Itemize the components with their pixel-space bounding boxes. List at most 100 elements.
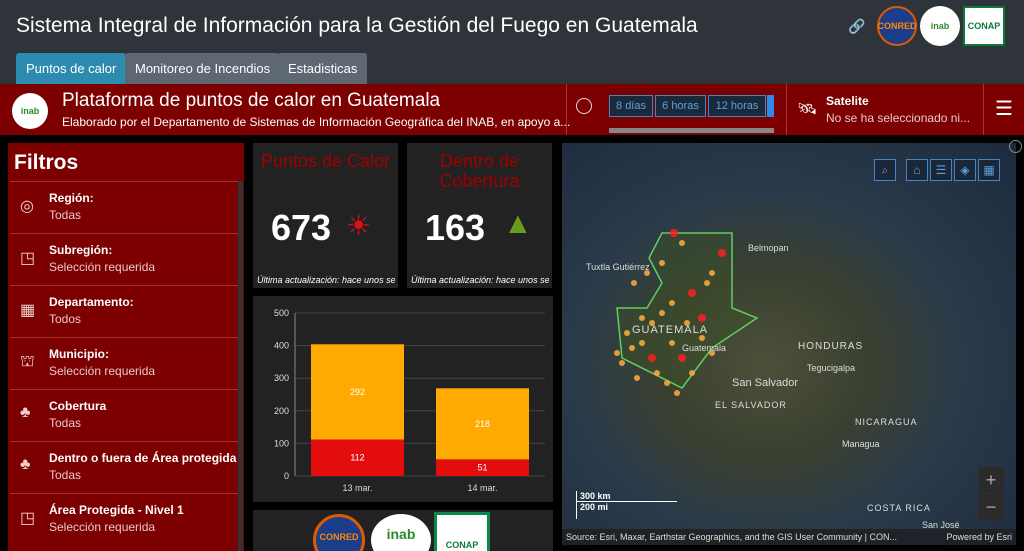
hotspot-point[interactable] [634,375,640,381]
hotspot-point[interactable] [718,249,726,257]
filter-value[interactable]: Todas [49,208,82,222]
hotspot-point[interactable] [659,310,665,316]
tab-puntos-de-calor[interactable]: Puntos de calor [16,53,127,84]
bar-segment[interactable] [311,344,404,440]
y-tick-label: 500 [274,308,289,318]
hotspot-point[interactable] [631,280,637,286]
globe-icon: ◎ [20,198,34,215]
hotspot-point[interactable] [674,390,680,396]
hotspot-point[interactable] [669,340,675,346]
map-label: Managua [842,439,880,449]
hotspot-point[interactable] [689,370,695,376]
tab-monitoreo[interactable]: Monitoreo de Incendios [125,53,281,84]
hotspot-point[interactable] [659,260,665,266]
hotspot-point[interactable] [654,370,660,376]
filter-value[interactable]: Selección requerida [49,520,156,534]
hotspot-point[interactable] [644,270,650,276]
legend-icon[interactable]: ☰ [930,159,952,181]
link-icon[interactable]: 🔗 [848,18,866,34]
map-label: Belmopan [748,243,789,253]
data-label: 51 [477,463,487,473]
bar-segment[interactable] [311,439,404,476]
search-icon[interactable]: ⌕ [874,159,896,181]
filter-value[interactable]: Todas [49,416,82,430]
inab-logo: inab [920,6,960,46]
card-puntos-de-calor: Puntos de Calor 673 ☀ Última actualizaci… [253,143,398,288]
filter-value[interactable]: Selección requerida [49,364,156,378]
map-label: GUATEMALA [632,324,709,336]
filter-label: Departamento: [49,295,134,309]
time-12-horas[interactable]: 12 horas [708,95,766,117]
time-6-horas[interactable]: 6 horas [655,95,706,117]
guatemala-outline [614,229,759,396]
map-view[interactable]: ⌕ ⌂ ☰ ◈ ▦ Belmopan Tuxtla Gutiérrez GUAT… [562,143,1016,545]
basemap-gallery-icon[interactable]: ▦ [978,159,1000,181]
hotspot-point[interactable] [684,320,690,326]
hotspot-point[interactable] [699,335,705,341]
filter-item[interactable]: ♣ Dentro o fuera de Área protegida Todas [10,441,238,491]
time-scrollbar[interactable] [609,128,774,133]
clock-icon[interactable] [576,98,592,114]
filter-item[interactable]: ◳ Subregión: Selección requerida [10,233,238,283]
hotspot-point[interactable] [664,380,670,386]
hotspot-point[interactable] [649,320,655,326]
filter-value[interactable]: Selección requerida [49,260,156,274]
map-attribution: Source: Esri, Maxar, Earthstar Geographi… [562,529,1016,545]
last-update: Última actualización: hace unos segu [257,275,395,285]
time-scroll-thumb[interactable] [767,95,774,117]
filter-item[interactable]: ♣ Cobertura Todas [10,389,238,439]
bar-segment[interactable] [436,388,529,460]
fullscreen-icon[interactable] [1009,140,1022,153]
powered-by-esri[interactable]: Powered by Esri [946,532,1012,542]
hotspot-point[interactable] [679,240,685,246]
hotspot-point[interactable] [709,270,715,276]
time-8-dias[interactable]: 8 días [609,95,653,117]
tab-estadisticas[interactable]: Estadisticas [278,53,368,84]
data-label: 218 [475,419,490,429]
hotspot-point[interactable] [704,280,710,286]
filter-value[interactable]: Todas [49,468,82,482]
hotspot-point[interactable] [670,229,678,237]
sun-thermometer-icon: ☀ [346,210,372,241]
y-tick-label: 300 [274,373,289,383]
banner: inab Plataforma de puntos de calor en Gu… [0,84,1024,135]
hotspot-point[interactable] [669,300,675,306]
chart-svg: 0 100 200 300 400 500 112 292 13 mar. 51 218 14 mar… [274,308,545,493]
data-label: 292 [350,387,365,397]
filter-item[interactable]: ⛫ Municipio: Selección requerida [10,337,238,387]
hotspot-point[interactable] [709,350,715,356]
layers-icon[interactable]: ◈ [954,159,976,181]
hotspot-point[interactable] [648,354,656,362]
hotspot-point[interactable] [629,345,635,351]
zoom-in-button[interactable]: + [978,467,1004,493]
hotspot-point[interactable] [619,360,625,366]
menu-icon[interactable]: ☰ [995,98,1013,120]
basemap-value[interactable]: No se ha seleccionado ni... [826,111,971,125]
filters-scrollbar[interactable] [238,181,243,551]
filter-item[interactable]: ◳ Área Protegida - Nivel 1 Selección reque… [10,493,238,543]
filter-label: Región: [49,191,94,205]
filter-item[interactable]: ▦ Departamento: Todos [10,285,238,335]
filter-item[interactable]: ◎ Región: Todas [10,181,238,231]
hotspot-point[interactable] [639,315,645,321]
filter-value[interactable]: Todos [49,312,82,326]
bar-segment[interactable] [436,459,529,476]
scale-bar: 300 km 200 mi [576,491,686,519]
y-tick-label: 200 [274,406,289,416]
filters-panel: Filtros ◎ Región: Todas ◳ Subregión: Selecció… [8,143,244,551]
map-label: Tegucigalpa [807,363,856,373]
hotspot-point[interactable] [639,340,645,346]
zoom-out-button[interactable]: − [978,494,1004,520]
map-label: EL SALVADOR [715,400,787,410]
scale-km: 300 km [577,491,677,502]
hotspot-point[interactable] [624,330,630,336]
hotspot-point[interactable] [698,314,706,322]
hotspot-point[interactable] [688,289,696,297]
tree-icon: ♣ [20,456,31,473]
hotspot-point[interactable] [678,354,686,362]
tree-icon: ♣ [20,404,31,421]
banner-title: Plataforma de puntos de calor en Guatema… [62,90,441,111]
hotspot-point[interactable] [614,350,620,356]
home-icon[interactable]: ⌂ [906,159,928,181]
map-area-icon: ◳ [20,250,36,267]
